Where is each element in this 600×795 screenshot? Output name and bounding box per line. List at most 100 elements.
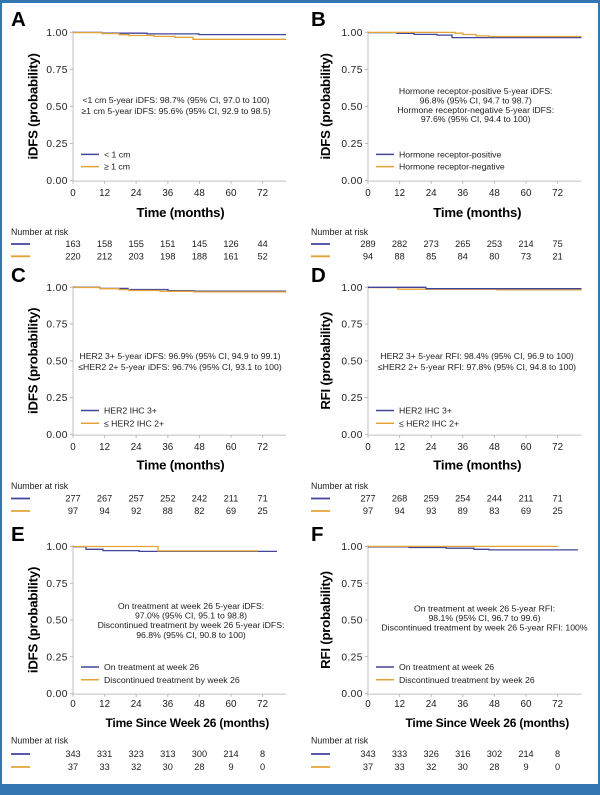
svg-text:0.25: 0.25 [46, 652, 67, 663]
svg-text:72: 72 [552, 699, 563, 710]
svg-text:< 1 cm: < 1 cm [104, 149, 130, 159]
svg-text:313: 313 [160, 749, 175, 759]
svg-text:48: 48 [194, 188, 205, 199]
svg-text:C: C [11, 264, 26, 287]
svg-text:30: 30 [458, 762, 468, 772]
svg-text:94: 94 [363, 251, 373, 261]
svg-text:73: 73 [521, 251, 531, 261]
svg-text:88: 88 [163, 506, 173, 516]
svg-text:HER2 3+ 5-year RFI: 98.4% (95%: HER2 3+ 5-year RFI: 98.4% (95% CI, 96.9 … [380, 351, 573, 361]
svg-text:0.25: 0.25 [341, 139, 362, 150]
svg-text:Time (months): Time (months) [433, 458, 521, 473]
svg-text:89: 89 [458, 506, 468, 516]
svg-text:28: 28 [489, 762, 499, 772]
svg-text:214: 214 [518, 749, 533, 759]
svg-text:244: 244 [487, 493, 502, 503]
svg-text:60: 60 [521, 188, 532, 199]
svg-text:60: 60 [226, 442, 237, 453]
svg-text:On treatment at week 26 5-year: On treatment at week 26 5-year iDFS: [118, 601, 264, 611]
svg-text:302: 302 [487, 749, 502, 759]
svg-text:36: 36 [457, 699, 468, 710]
svg-text:Number at risk: Number at risk [11, 481, 69, 491]
svg-text:36: 36 [457, 188, 468, 199]
svg-text:0.50: 0.50 [341, 356, 362, 367]
svg-text:Time Since Week 26 (months): Time Since Week 26 (months) [406, 716, 570, 730]
svg-text:12: 12 [394, 188, 405, 199]
svg-text:323: 323 [129, 749, 144, 759]
svg-text:37: 37 [68, 762, 78, 772]
svg-text:HER2 3+ 5-year iDFS: 96.9% (95: HER2 3+ 5-year iDFS: 96.9% (95% CI, 94.9… [79, 351, 280, 361]
svg-text:257: 257 [129, 493, 144, 503]
svg-text:0.75: 0.75 [46, 320, 67, 331]
svg-text:8: 8 [555, 749, 560, 759]
svg-text:97.6% (95% CI, 94.4 to 100): 97.6% (95% CI, 94.4 to 100) [421, 114, 531, 124]
svg-text:145: 145 [192, 239, 207, 249]
svg-text:B: B [311, 8, 326, 31]
svg-text:0.00: 0.00 [341, 176, 362, 187]
svg-text:iDFS (probability): iDFS (probability) [26, 53, 41, 159]
svg-text:48: 48 [194, 699, 205, 710]
svg-text:71: 71 [257, 493, 267, 503]
svg-text:163: 163 [65, 239, 80, 249]
svg-text:60: 60 [226, 188, 237, 199]
svg-text:Time (months): Time (months) [136, 458, 224, 473]
svg-text:96.8% (95% CI, 90.8 to 100): 96.8% (95% CI, 90.8 to 100) [136, 630, 246, 640]
svg-text:126: 126 [223, 239, 238, 249]
svg-text:≤HER2 2+ 5-year RFI: 97.8% (95: ≤HER2 2+ 5-year RFI: 97.8% (95% CI, 94.8… [378, 362, 576, 372]
svg-text:151: 151 [160, 239, 175, 249]
svg-text:HER2 IHC 3+: HER2 IHC 3+ [104, 406, 157, 416]
svg-text:0.25: 0.25 [46, 393, 67, 404]
svg-text:331: 331 [97, 749, 112, 759]
svg-text:0: 0 [70, 188, 76, 199]
svg-text:203: 203 [129, 251, 144, 261]
svg-text:12: 12 [394, 699, 405, 710]
svg-text:0.75: 0.75 [341, 65, 362, 76]
svg-text:0.25: 0.25 [46, 139, 67, 150]
svg-text:158: 158 [97, 239, 112, 249]
svg-text:Number at risk: Number at risk [311, 227, 369, 237]
svg-text:Number at risk: Number at risk [11, 736, 69, 746]
svg-text:44: 44 [257, 239, 267, 249]
svg-text:0: 0 [70, 699, 76, 710]
svg-text:Hormone receptor-negative: Hormone receptor-negative [399, 162, 505, 172]
svg-text:1.00: 1.00 [341, 28, 362, 39]
svg-text:Number at risk: Number at risk [11, 227, 69, 237]
svg-text:343: 343 [65, 749, 80, 759]
svg-text:12: 12 [394, 442, 405, 453]
svg-text:82: 82 [194, 506, 204, 516]
svg-text:277: 277 [360, 493, 375, 503]
svg-text:0.75: 0.75 [46, 579, 67, 590]
svg-text:48: 48 [489, 699, 500, 710]
svg-text:0.25: 0.25 [341, 652, 362, 663]
svg-text:1.00: 1.00 [341, 283, 362, 294]
svg-text:289: 289 [360, 239, 375, 249]
svg-text:HER2 IHC 3+: HER2 IHC 3+ [399, 406, 452, 416]
svg-text:1.00: 1.00 [341, 542, 362, 553]
svg-text:25: 25 [552, 506, 562, 516]
svg-text:Discontinued treatment by week: Discontinued treatment by week 26 5-year… [381, 622, 587, 632]
svg-text:12: 12 [99, 188, 110, 199]
svg-text:36: 36 [457, 442, 468, 453]
svg-text:94: 94 [99, 506, 109, 516]
svg-text:161: 161 [223, 251, 238, 261]
svg-text:92: 92 [131, 506, 141, 516]
svg-text:<1 cm 5-year iDFS: 98.7% (95%: <1 cm 5-year iDFS: 98.7% (95% CI, 97.0 t… [82, 95, 269, 105]
svg-text:188: 188 [192, 251, 207, 261]
svg-text:0: 0 [70, 442, 76, 453]
svg-text:37: 37 [363, 762, 373, 772]
svg-text:0.50: 0.50 [341, 616, 362, 627]
svg-text:80: 80 [489, 251, 499, 261]
svg-text:48: 48 [489, 442, 500, 453]
svg-text:Number at risk: Number at risk [311, 736, 369, 746]
svg-text:198: 198 [160, 251, 175, 261]
svg-text:93: 93 [426, 506, 436, 516]
svg-text:On treatment at week 26: On treatment at week 26 [399, 662, 494, 672]
svg-text:72: 72 [257, 699, 268, 710]
svg-text:333: 333 [392, 749, 407, 759]
svg-text:155: 155 [129, 239, 144, 249]
svg-text:≤ HER2 IHC 2+: ≤ HER2 IHC 2+ [399, 418, 459, 428]
svg-text:Hormone receptor-negative 5-ye: Hormone receptor-negative 5-year iDFS: [397, 105, 554, 115]
svg-text:326: 326 [424, 749, 439, 759]
svg-text:Time Since Week 26 (months): Time Since Week 26 (months) [106, 716, 270, 730]
svg-text:48: 48 [489, 188, 500, 199]
